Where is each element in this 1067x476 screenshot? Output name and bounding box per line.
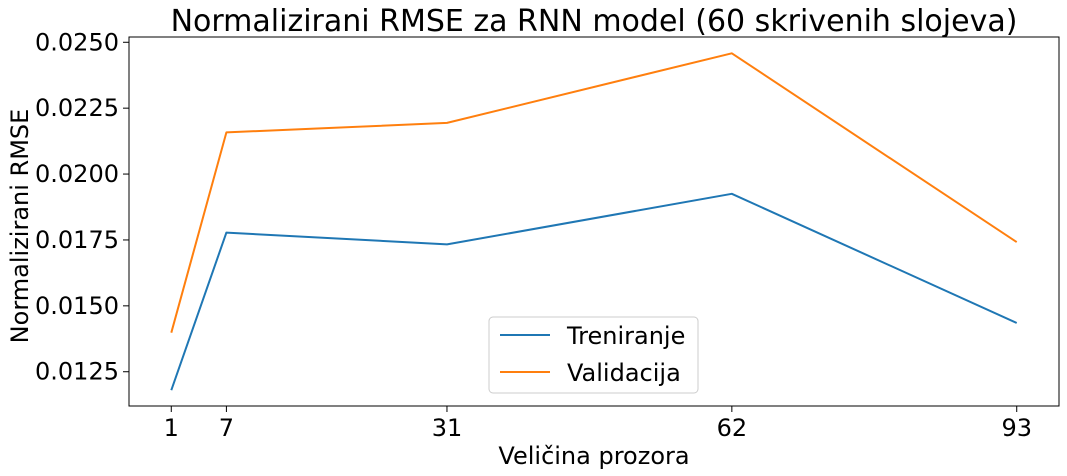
- y-tick-label: 0.0150: [35, 292, 119, 320]
- chart-title: Normalizirani RMSE za RNN model (60 skri…: [171, 4, 1018, 39]
- x-axis-label: Veličina prozora: [498, 442, 689, 470]
- y-tick-label: 0.0225: [35, 94, 119, 122]
- y-tick-label: 0.0125: [35, 358, 119, 386]
- x-tick-label: 31: [432, 414, 463, 442]
- x-tick-label: 93: [1001, 414, 1032, 442]
- series-line-treniranje: [170, 192, 1018, 391]
- x-tick-label: 7: [219, 414, 234, 442]
- x-tick-label: 62: [717, 414, 748, 442]
- legend-label-treniranje: Treniranje: [566, 322, 685, 350]
- y-tick-label: 0.0250: [35, 28, 119, 56]
- series-line-validacija: [170, 52, 1018, 333]
- legend-label-validacija: Validacija: [567, 359, 681, 387]
- y-tick-label: 0.0200: [35, 160, 119, 188]
- axes-frame: [128, 36, 1060, 407]
- y-tick-label: 0.0175: [35, 226, 119, 254]
- plot-area: 1 7 31 62 93 0.0125 0.0150 0.0175 0.0200 0.0225 0.…: [35, 28, 1060, 442]
- y-axis-label: Normalizirani RMSE: [6, 109, 34, 344]
- x-tick-label: 1: [164, 414, 179, 442]
